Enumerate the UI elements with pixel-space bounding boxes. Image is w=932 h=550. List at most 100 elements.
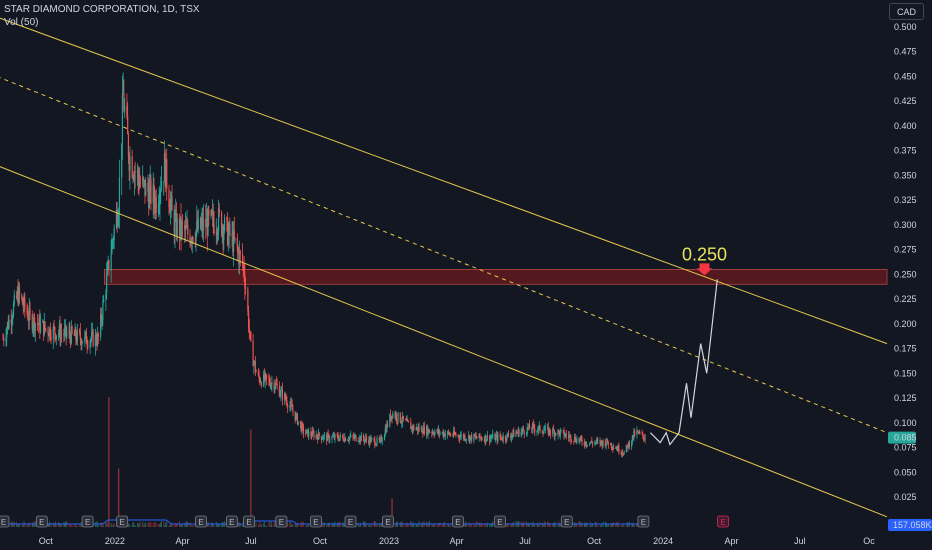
volume-bar: [263, 523, 265, 527]
volume-bar: [213, 525, 215, 527]
volume-bar: [185, 522, 187, 527]
volume-bar: [547, 522, 549, 527]
candle-body: [150, 179, 152, 204]
volume-bar: [480, 524, 482, 527]
volume-bar: [443, 522, 445, 527]
volume-bar: [405, 525, 407, 527]
volume-bar: [437, 525, 439, 527]
time-tick-label: 2023: [379, 536, 399, 546]
volume-bar: [438, 523, 440, 527]
candle-body: [612, 447, 614, 449]
candle-body: [294, 411, 296, 421]
volume-bar: [169, 523, 171, 527]
volume-spike: [391, 498, 393, 527]
candle-body: [317, 436, 319, 440]
volume-bar: [133, 525, 135, 527]
candle-body: [350, 434, 352, 437]
volume-bar: [103, 525, 105, 527]
candle-body: [186, 225, 188, 228]
currency-button[interactable]: CAD: [889, 3, 924, 20]
volume-bar: [607, 523, 609, 527]
volume-bar: [338, 522, 340, 527]
volume-bar: [431, 524, 433, 527]
volume-bar: [190, 523, 192, 527]
volume-bar: [541, 523, 543, 527]
candle-body: [331, 436, 333, 440]
earnings-marker-box: [195, 515, 207, 528]
volume-bar: [176, 523, 178, 527]
candle-body: [515, 432, 517, 437]
volume-bar: [420, 524, 422, 527]
channel-line-1: [0, 17, 888, 345]
candle-body: [553, 430, 555, 437]
volume-bar: [112, 525, 114, 527]
volume-bar: [263, 521, 265, 527]
volume-bar: [150, 522, 152, 527]
candle-body: [321, 438, 323, 440]
candle-body: [112, 240, 115, 241]
price-axis[interactable]: 0.500 0.475 0.450 0.425 0.400 0.375 0.350 0.325…: [888, 22, 932, 531]
price-tick-label: 0.325: [894, 195, 917, 205]
target-arrow-icon: [696, 263, 713, 276]
earnings-marker-box: [494, 515, 506, 528]
volume-bar: [59, 524, 61, 527]
volume-bar: [18, 523, 20, 527]
candle-body: [27, 313, 29, 320]
candle-body: [195, 230, 197, 243]
candle-body: [138, 179, 140, 188]
candle-body: [352, 434, 354, 437]
volume-bar: [611, 522, 613, 527]
candle-body: [189, 234, 191, 245]
volume-bar: [76, 525, 78, 527]
price-tick-label: 0.025: [894, 492, 917, 502]
earnings-marker-icon: E: [85, 518, 90, 527]
candle-body: [265, 373, 267, 376]
candle-body: [60, 332, 63, 334]
candle-body: [480, 437, 483, 440]
volume-bar: [511, 523, 513, 527]
candle-body: [121, 94, 124, 144]
candle-body: [287, 405, 289, 408]
volume-bar: [618, 525, 620, 527]
candle-body: [588, 442, 591, 446]
candle-body: [159, 192, 161, 204]
candle-body: [284, 393, 286, 400]
candle-body: [510, 436, 512, 438]
volume-bar: [528, 523, 530, 527]
candle-body: [139, 182, 142, 184]
candle-body: [313, 432, 315, 438]
volume-bar: [100, 523, 102, 527]
candle-body: [47, 329, 49, 335]
volume-bar: [29, 525, 31, 527]
candle-body: [69, 330, 71, 337]
candle-body: [389, 414, 391, 427]
candle-body: [168, 189, 170, 208]
earnings-marker-icon: E: [198, 518, 203, 527]
volume-bar: [413, 523, 415, 527]
candle-body: [543, 429, 546, 431]
candle-body: [392, 413, 394, 418]
volume-indicator-label[interactable]: Vol (50): [4, 17, 39, 28]
candle-body: [211, 210, 213, 214]
candle-body: [110, 253, 112, 271]
volume-bar: [61, 523, 63, 527]
candle-body: [253, 362, 255, 367]
volume-bar: [107, 522, 109, 527]
candle-body: [276, 384, 278, 386]
volume-bar: [625, 525, 627, 527]
volume-bar: [432, 525, 434, 527]
candle-body: [317, 432, 320, 440]
time-tick-label: 2024: [653, 536, 673, 546]
candle-body: [299, 421, 302, 424]
time-axis[interactable]: Oct 2022 Apr Jul Oct 2023 Apr Jul Oct 2024 Apr Jul O…: [39, 536, 875, 546]
candle-body: [45, 328, 47, 330]
volume-bar: [64, 522, 66, 527]
candle-body: [65, 325, 67, 336]
volume-bar: [473, 523, 475, 527]
candle-body: [163, 181, 165, 182]
projection-path: [649, 279, 718, 446]
volume-bar: [155, 523, 157, 527]
volume-bar: [94, 522, 96, 527]
